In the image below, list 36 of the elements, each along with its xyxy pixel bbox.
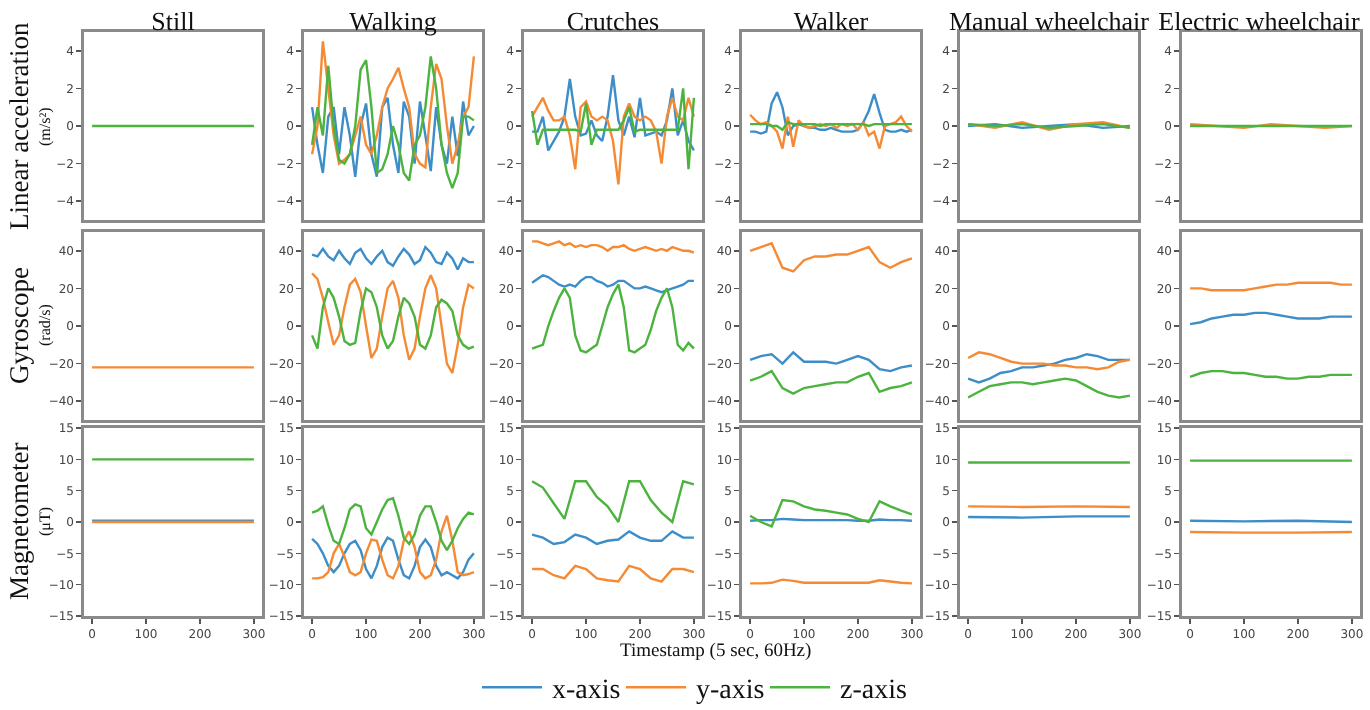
line-series — [310, 55, 476, 190]
line-series — [748, 113, 914, 150]
line-series — [310, 272, 476, 375]
line-series — [748, 90, 914, 137]
line-series — [530, 480, 696, 524]
line-series — [748, 498, 914, 528]
chart-title: Walking — [349, 6, 438, 36]
line-series — [530, 87, 696, 171]
y-axis-title: Linear acceleration (m/s²) — [4, 21, 54, 230]
line-series — [748, 242, 914, 273]
chart-title: Still — [151, 6, 196, 36]
legend-label: z-axis — [840, 676, 907, 707]
line-series — [310, 536, 476, 580]
chart-title: Crutches — [566, 6, 660, 36]
line-series — [748, 351, 914, 373]
line-series — [530, 274, 696, 294]
line-series — [966, 351, 1132, 371]
legend-label: x-axis — [552, 676, 621, 707]
line-series — [310, 514, 476, 580]
line-series — [310, 245, 476, 271]
line-series — [310, 40, 476, 169]
line-series — [530, 283, 696, 354]
legend-label: y-axis — [696, 676, 765, 707]
line-series — [310, 96, 476, 178]
line-series — [310, 287, 476, 350]
x-axis-title: Timestamp (5 sec, 60Hz) — [620, 642, 812, 662]
line-series — [748, 369, 914, 395]
line-series — [530, 74, 696, 152]
chart-title: Electric wheelchair — [1158, 6, 1362, 36]
line-series — [530, 564, 696, 583]
chart-title: Walker — [793, 6, 870, 36]
line-series — [310, 496, 476, 552]
chart-title: Manual wheelchair — [949, 6, 1151, 36]
line-series — [966, 377, 1132, 399]
line-series — [530, 96, 696, 186]
line-series — [530, 530, 696, 546]
